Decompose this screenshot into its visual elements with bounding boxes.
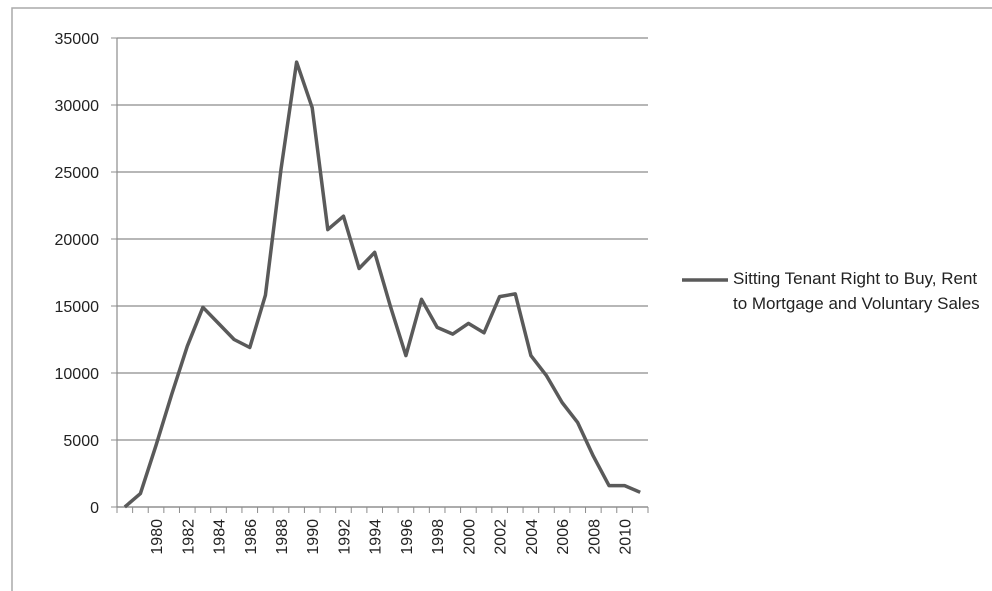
x-tick-label: 1996 (399, 519, 416, 555)
y-tick-label: 15000 (55, 299, 100, 316)
x-tick-label: 1990 (305, 519, 322, 555)
x-tick-label: 2002 (493, 519, 510, 555)
x-tick-label: 1984 (212, 519, 229, 555)
chart-frame (11, 7, 992, 591)
y-tick-label: 20000 (55, 232, 100, 249)
y-tick-label: 10000 (55, 366, 100, 383)
x-tick-label: 1986 (243, 519, 260, 555)
x-tick-label: 2004 (524, 519, 541, 555)
legend-label: Sitting Tenant Right to Buy, Rent to Mor… (733, 269, 980, 313)
y-tick-label: 5000 (63, 433, 99, 450)
x-tick-label: 1992 (336, 519, 353, 555)
x-tick-label: 1998 (430, 519, 447, 555)
y-tick-label: 0 (90, 500, 99, 517)
data-line (123, 60, 641, 509)
y-tick-label: 30000 (55, 98, 100, 115)
x-tick-label: 2010 (618, 519, 635, 555)
x-tick-label: 1994 (368, 519, 385, 555)
x-tick-label: 1988 (274, 519, 291, 555)
x-tick-label: 2008 (586, 519, 603, 555)
x-tick-label: 1980 (149, 519, 166, 555)
y-tick-label: 25000 (55, 165, 100, 182)
x-tick-label: 2000 (461, 519, 478, 555)
x-tick-label: 2006 (555, 519, 572, 555)
y-tick-label: 35000 (55, 31, 100, 48)
x-tick-label: 1982 (180, 519, 197, 555)
